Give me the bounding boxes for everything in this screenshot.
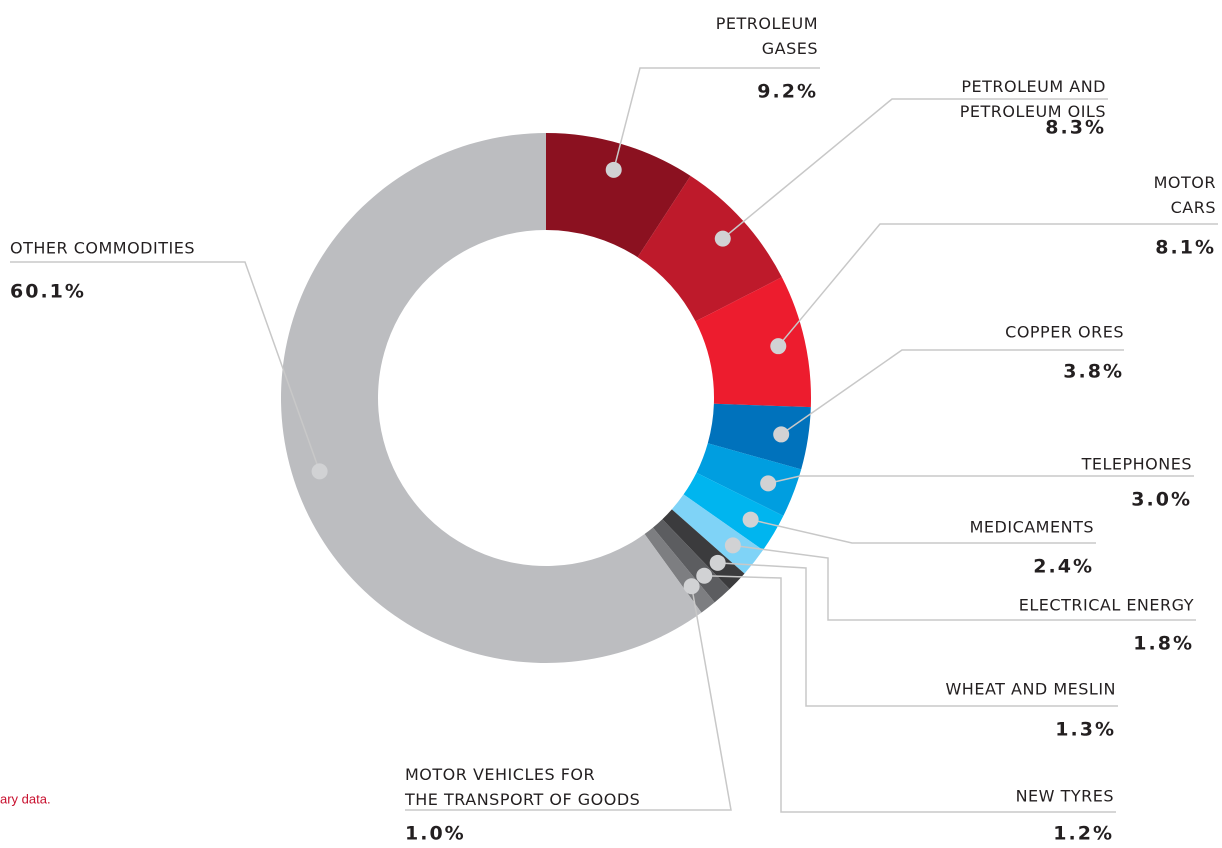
value-label: 1.0% xyxy=(405,823,466,845)
category-label: COPPER ORES xyxy=(1005,323,1124,342)
category-label: ELECTRICAL ENERGY xyxy=(1019,596,1194,615)
leader-line xyxy=(717,562,1118,707)
leader-dot xyxy=(773,426,790,443)
category-label: WHEAT AND MESLIN xyxy=(945,680,1116,699)
slice xyxy=(662,509,745,590)
note: ary data. xyxy=(0,791,51,806)
category-label: PETROLEUM AND PETROLEUM OILS xyxy=(960,77,1106,121)
value-label: 2.4% xyxy=(1033,556,1094,578)
leader-line xyxy=(704,575,1116,813)
leader-dot xyxy=(760,475,777,492)
leader-dot xyxy=(605,161,622,178)
leader-dot xyxy=(683,578,700,595)
category-label: TELEPHONES xyxy=(1081,455,1192,474)
leader-dot xyxy=(770,338,787,355)
leader-line xyxy=(612,67,820,171)
value-label: 1.3% xyxy=(1055,719,1116,741)
leader-line xyxy=(777,223,1218,347)
labels: PETROLEUM GASES 9.2% PETROLEUM AND PETROLEUM… xyxy=(10,14,1216,845)
leader-dot xyxy=(709,554,726,571)
value-label: 8.1% xyxy=(1155,237,1216,259)
leader-line xyxy=(750,518,1096,544)
value-label: 8.3% xyxy=(1045,117,1106,139)
slice xyxy=(280,133,702,663)
leader-dot xyxy=(696,567,713,584)
slice xyxy=(671,494,763,574)
value-label: 1.8% xyxy=(1133,633,1194,655)
leader-line xyxy=(722,98,1108,240)
value-label: 3.0% xyxy=(1131,489,1192,511)
category-label: NEW TYRES xyxy=(1016,787,1114,806)
category-label: MOTOR CARS xyxy=(1154,173,1216,217)
slice xyxy=(707,403,811,470)
leader-dot xyxy=(714,230,731,247)
category-label: MEDICAMENTS xyxy=(970,518,1094,537)
slice xyxy=(546,133,691,258)
leader-line xyxy=(780,349,1124,436)
leader-line xyxy=(732,544,1196,621)
value-label: 1.2% xyxy=(1053,823,1114,845)
slice xyxy=(695,277,811,408)
category-label: PETROLEUM GASES xyxy=(716,14,818,58)
leader-dot xyxy=(724,537,741,554)
category-label: MOTOR VEHICLES FOR THE TRANSPORT OF GOODS xyxy=(404,765,640,809)
value-label: 60.1% xyxy=(10,281,86,303)
leader-dot xyxy=(742,511,759,528)
leaders xyxy=(10,67,1218,813)
leader-line xyxy=(10,261,321,472)
slice xyxy=(652,519,730,603)
slice xyxy=(637,175,782,322)
value-label: 3.8% xyxy=(1063,361,1124,383)
leader-line xyxy=(405,586,732,811)
donut xyxy=(280,133,811,663)
slice xyxy=(683,472,784,551)
category-label: OTHER COMMODITIES xyxy=(10,239,195,258)
value-label: 9.2% xyxy=(757,81,818,103)
leader-dot xyxy=(311,463,328,480)
leader-line xyxy=(767,475,1194,485)
slice xyxy=(696,443,802,516)
